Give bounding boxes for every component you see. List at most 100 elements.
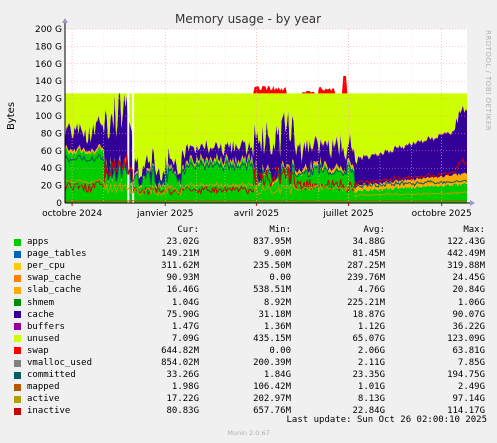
y-tick-label: 160 G [35,60,62,70]
legend-min: 657.76M [253,406,291,417]
legend-row-unused: unused 7.09G 435.15M 65.07G 123.09G [12,333,490,345]
legend-max: 97.14G [452,394,485,405]
legend-avg: 287.25M [347,261,385,272]
legend-max: 36.22G [452,321,485,332]
legend-min: 837.95M [253,237,291,248]
data-gap-1 [132,29,135,203]
legend-avg: 22.84G [352,406,385,417]
legend-swatch [14,383,21,391]
legend-avg: 239.76M [347,273,385,284]
legend-max: 7.85G [457,358,485,369]
legend-cur: 149.21M [161,249,199,260]
legend-max: 20.84G [452,285,485,296]
legend-row-cache: cache 75.90G 31.18M 18.87G 90.07G [12,309,490,321]
legend-min: 202.97M [253,394,291,405]
legend-swatch [14,299,21,307]
legend-cur: 33.26G [166,370,199,381]
chart-title: Memory usage - by year [175,12,321,26]
legend-name: per_cpu [27,261,65,272]
legend-header-max: Max: [463,225,485,235]
legend-name: page_tables [27,249,87,260]
legend-avg: 2.06G [357,345,385,356]
legend-swatch [14,407,21,415]
legend-row-slab-cache: slab_cache 16.46G 538.51M 4.76G 20.84G [12,284,490,296]
legend-name: apps [27,237,49,248]
legend-cur: 90.93M [166,273,199,284]
y-tick-label: 0 [56,199,62,209]
legend-min: 1.36M [263,321,291,332]
y-tick-label: 120 G [35,95,62,105]
legend-header-cur: Cur: [177,225,199,235]
legend-max: 24.45G [452,273,485,284]
legend-row-per-cpu: per_cpu 311.62M 235.50M 287.25M 319.88M [12,260,490,272]
legend-max: 194.75G [447,370,485,381]
legend-row-swap: swap 644.82M 0.00 2.06G 63.81G [12,345,490,357]
x-tick-label: juillet 2025 [322,209,374,219]
legend-row-mapped: mapped 1.98G 106.42M 1.01G 2.49G [12,381,490,393]
legend-row-inactive: inactive 80.83G 657.76M 22.84G 114.17G [12,405,490,417]
legend-avg: 8.13G [357,394,385,405]
legend-name: swap_cache [27,273,82,284]
y-axis-arrow [62,18,68,23]
legend-swatch [14,274,21,282]
y-tick-label: 100 G [35,112,62,122]
legend-avg: 225.21M [347,297,385,308]
legend-cur: 1.04G [171,297,199,308]
line-inactive [64,153,468,196]
legend-max: 90.07G [452,309,485,320]
x-tick-label: avril 2025 [234,209,279,219]
legend-min: 538.51M [253,285,291,296]
legend-cur: 311.62M [161,261,199,272]
legend-swatch [14,323,21,331]
legend-cur: 854.02M [161,358,199,369]
y-tick-label: 80 G [41,129,62,139]
legend-swatch [14,238,21,246]
legend-row-buffers: buffers 1.47G 1.36M 1.12G 36.22G [12,321,490,333]
legend-max: 2.49G [457,382,485,393]
munin-version: Munin 2.0.67 [227,429,270,437]
line-active [64,178,468,197]
legend-name: vmalloc_used [27,358,93,369]
legend-avg: 81.45M [352,249,385,260]
legend-max: 123.09G [447,333,485,344]
legend-min: 0.00 [269,273,291,284]
y-tick-label: 200 G [35,25,62,35]
legend-min: 31.18M [258,309,291,320]
legend-avg: 18.87G [352,309,385,320]
legend-header-min: Min: [269,225,291,235]
legend-cur: 17.22G [166,394,199,405]
legend-name: unused [27,333,60,344]
x-tick-label: octobre 2024 [42,209,102,219]
legend-avg: 23.35G [352,370,385,381]
line-mapped [64,199,468,202]
legend-cur: 75.90G [166,309,199,320]
legend-min: 8.92M [263,297,291,308]
legend-min: 9.00M [263,249,291,260]
legend-max: 114.17G [447,406,485,417]
area-swap [65,75,467,94]
x-tick-label: janvier 2025 [136,209,194,219]
legend-cur: 644.82M [161,345,199,356]
legend-max: 442.49M [447,249,485,260]
legend-swatch [14,311,21,319]
legend-cur: 1.47G [171,321,199,332]
legend-cur: 80.83G [166,406,199,417]
watermark: RRDTOOL / TOBI OETIKER [484,30,492,131]
legend-min: 235.50M [253,261,291,272]
legend-avg: 1.01G [357,382,385,393]
legend-name: committed [27,370,76,381]
legend-avg: 1.12G [357,321,385,332]
y-axis-label: Bytes [6,102,17,130]
legend-row-active: active 17.22G 202.97M 8.13G 97.14G [12,393,490,405]
legend-swatch [14,359,21,367]
y-tick-label: 180 G [35,42,62,52]
memory-usage-chart: Memory usage - by year RRDTOOL / TOBI OE… [6,12,492,219]
legend-header-avg: Avg: [363,225,385,235]
legend-swatch [14,347,21,355]
legend-min: 435.15M [253,333,291,344]
y-tick-label: 40 G [41,164,62,174]
legend-max: 122.43G [447,237,485,248]
legend-row-vmalloc-used: vmalloc_used 854.02M 200.39M 2.11G 7.85G [12,357,490,369]
legend-swatch [14,395,21,403]
legend-swatch [14,287,21,295]
